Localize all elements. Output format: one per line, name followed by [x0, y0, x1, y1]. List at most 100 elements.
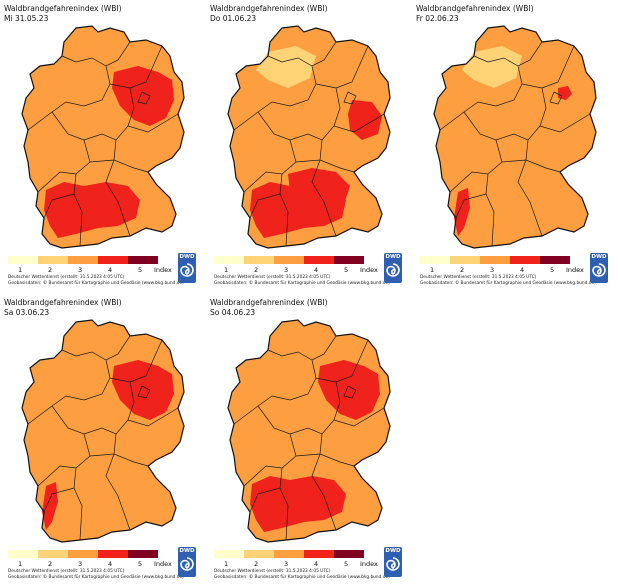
state-borders	[27, 335, 179, 541]
legend-tick-label: 5	[344, 266, 349, 274]
hot-area-southwest	[250, 476, 346, 532]
high-danger-areas	[250, 360, 380, 532]
legend-tick-label: 4	[520, 266, 525, 274]
germany-map	[212, 316, 402, 548]
index-name: Waldbrandgefahrenindex (WBI)	[210, 4, 328, 13]
legend-swatch-2	[38, 550, 68, 558]
dwd-logo: DWD	[590, 253, 608, 283]
legend-ticks: 1 2 3 4 5 Index	[8, 560, 178, 568]
high-danger-areas	[250, 46, 382, 238]
germany-map	[6, 316, 196, 548]
hot-area-northeast	[112, 66, 174, 126]
map-footer: Deutscher Wetterdienst (erstellt: 31.5.2…	[214, 569, 404, 581]
state-borders	[233, 335, 385, 541]
country-border	[227, 319, 391, 543]
legend-ticks: 1 2 3 4 5 Index	[8, 266, 178, 274]
legend-swatch-3	[274, 550, 304, 558]
hot-area-northeast	[318, 360, 380, 420]
dwd-logo: DWD	[178, 253, 196, 283]
index-name: Waldbrandgefahrenindex (WBI)	[416, 4, 534, 13]
map-svg	[227, 25, 391, 249]
legend-tick-label: 4	[314, 560, 319, 568]
country-border	[227, 25, 391, 249]
forecast-panel-3: Waldbrandgefahrenindex (WBI) Fr 02.06.23…	[412, 0, 617, 290]
germany-map	[418, 22, 608, 254]
dwd-swirl-icon	[386, 263, 400, 277]
legend-tick-label: 5	[344, 560, 349, 568]
footer-line-1: Deutscher Wetterdienst (erstellt: 31.5.2…	[420, 275, 537, 280]
legend-swatch-1	[8, 256, 38, 264]
legend-unit: Index	[360, 266, 378, 274]
forecast-date: Sa 03.06.23	[4, 307, 50, 317]
legend-tick-label: 4	[108, 266, 113, 274]
legend-tick-label: 1	[18, 560, 23, 568]
legend-swatch-4	[304, 550, 334, 558]
panel-title: Waldbrandgefahrenindex (WBI) So 04.06.23	[210, 298, 328, 317]
legend-swatch-4	[98, 256, 128, 264]
footer-line-1: Deutscher Wetterdienst (erstellt: 31.5.2…	[8, 569, 125, 574]
hot-area-southwest	[250, 182, 346, 238]
legend-swatch-5	[128, 256, 158, 264]
legend-swatch-2	[450, 256, 480, 264]
legend-tick-label: 2	[48, 560, 53, 568]
legend-swatch-5	[334, 256, 364, 264]
legend-tick-label: 1	[224, 266, 229, 274]
legend-tick-label: 4	[314, 266, 319, 274]
map-svg	[21, 25, 185, 249]
color-legend	[214, 256, 364, 264]
germany-map	[6, 22, 196, 254]
panel-title: Waldbrandgefahrenindex (WBI) Sa 03.06.23	[4, 298, 122, 317]
legend-swatch-3	[68, 256, 98, 264]
map-svg	[21, 319, 185, 543]
map-footer: Deutscher Wetterdienst (erstellt: 31.5.2…	[420, 275, 610, 287]
dwd-logo-text: DWD	[385, 254, 401, 260]
legend-tick-label: 3	[78, 266, 83, 274]
legend-swatch-3	[274, 256, 304, 264]
legend-swatch-1	[214, 550, 244, 558]
footer-line-2: Geobasisdaten: © Bundesamt für Kartograp…	[420, 281, 596, 286]
country-border	[21, 25, 185, 249]
color-legend	[214, 550, 364, 558]
legend-tick-label: 1	[430, 266, 435, 274]
legend-swatch-1	[420, 256, 450, 264]
index-name: Waldbrandgefahrenindex (WBI)	[4, 4, 122, 13]
footer-line-2: Geobasisdaten: © Bundesamt für Kartograp…	[214, 281, 390, 286]
legend-tick-label: 4	[108, 560, 113, 568]
moderate-area-north	[256, 46, 316, 88]
legend-swatch-1	[214, 256, 244, 264]
legend-swatch-4	[510, 256, 540, 264]
legend-unit: Index	[360, 560, 378, 568]
legend-tick-label: 2	[460, 266, 465, 274]
forecast-panel-2: Waldbrandgefahrenindex (WBI) Do 01.06.23…	[206, 0, 411, 290]
legend-tick-label: 3	[78, 560, 83, 568]
color-legend	[8, 550, 158, 558]
country-border	[21, 319, 185, 543]
dwd-logo: DWD	[384, 547, 402, 577]
legend-tick-label: 5	[138, 266, 143, 274]
hot-area-east	[348, 100, 382, 140]
legend-tick-label: 5	[138, 560, 143, 568]
dwd-logo: DWD	[178, 547, 196, 577]
forecast-panel-5: Waldbrandgefahrenindex (WBI) So 04.06.23…	[206, 294, 411, 584]
legend-swatch-5	[540, 256, 570, 264]
legend-tick-label: 2	[48, 266, 53, 274]
legend-tick-label: 3	[284, 560, 289, 568]
legend-tick-label: 1	[224, 560, 229, 568]
panel-title: Waldbrandgefahrenindex (WBI) Mi 31.05.23	[4, 4, 122, 23]
dwd-logo: DWD	[384, 253, 402, 283]
footer-line-2: Geobasisdaten: © Bundesamt für Kartograp…	[8, 281, 184, 286]
legend-tick-label: 5	[550, 266, 555, 274]
germany-outline	[434, 26, 596, 248]
legend-swatch-2	[38, 256, 68, 264]
legend-unit: Index	[154, 266, 172, 274]
high-danger-areas	[42, 360, 174, 530]
legend-swatch-3	[480, 256, 510, 264]
legend-unit: Index	[566, 266, 584, 274]
footer-line-1: Deutscher Wetterdienst (erstellt: 31.5.2…	[8, 275, 125, 280]
dwd-logo-text: DWD	[591, 254, 607, 260]
forecast-date: Mi 31.05.23	[4, 13, 49, 23]
map-svg	[433, 25, 597, 249]
map-footer: Deutscher Wetterdienst (erstellt: 31.5.2…	[8, 275, 198, 287]
legend-tick-label: 1	[18, 266, 23, 274]
legend-swatch-5	[334, 550, 364, 558]
